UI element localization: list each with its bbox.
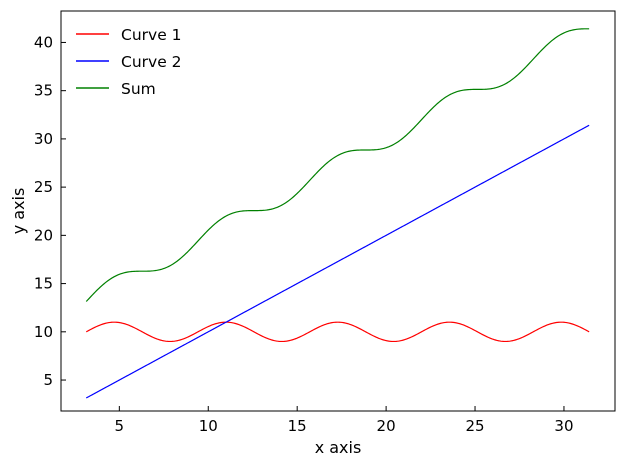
y-tick-label: 15 [34,275,53,293]
y-tick-label: 35 [34,82,53,100]
x-tick-label: 10 [199,417,218,435]
x-axis-label: x axis [315,438,362,457]
series-line-sum [85,28,590,302]
series-line-curve-2 [85,124,590,399]
x-tick-label: 25 [465,417,484,435]
legend-label: Sum [121,80,156,98]
plot-area [85,28,590,399]
plot-frame [60,10,616,412]
x-tick-label: 30 [554,417,573,435]
legend: Curve 1 Curve 2 Sum [76,26,182,98]
series-line-curve-1 [85,321,590,343]
x-tick-label: 15 [288,417,307,435]
legend-label: Curve 1 [121,26,182,44]
x-axis-ticks: 5 10 15 20 25 30 [115,406,574,435]
y-axis-ticks: 5 10 15 20 25 30 35 40 [34,33,66,389]
y-tick-label: 20 [34,226,53,244]
y-tick-label: 40 [34,33,53,51]
x-tick-label: 5 [115,417,125,435]
y-tick-label: 30 [34,130,53,148]
legend-label: Curve 2 [121,53,182,71]
y-tick-label: 25 [34,178,53,196]
y-axis-label: y axis [9,188,28,235]
x-tick-label: 20 [377,417,396,435]
y-tick-label: 5 [43,371,53,389]
y-tick-label: 10 [34,323,53,341]
